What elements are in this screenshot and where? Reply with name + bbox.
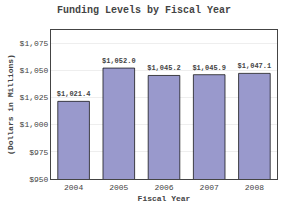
svg-text:2008: 2008 [245,183,264,192]
svg-text:$1,052.0: $1,052.0 [102,57,136,65]
svg-text:$1,000: $1,000 [20,120,49,129]
svg-text:Fiscal Year: Fiscal Year [138,194,191,203]
svg-text:(Dollars in Millions): (Dollars in Millions) [6,54,15,155]
svg-text:2005: 2005 [109,183,128,192]
svg-text:$1,050: $1,050 [20,66,49,75]
svg-text:$1,045.9: $1,045.9 [192,64,226,72]
svg-text:Funding Levels by Fiscal Year: Funding Levels by Fiscal Year [57,5,231,16]
svg-text:2004: 2004 [64,183,83,192]
svg-text:$1,047.1: $1,047.1 [238,62,272,70]
svg-text:$1,021.4: $1,021.4 [57,90,91,98]
svg-text:$975: $975 [29,148,48,157]
svg-text:$1,025: $1,025 [20,93,49,102]
svg-text:2007: 2007 [200,183,219,192]
svg-text:$1,075: $1,075 [20,39,49,48]
svg-text:2006: 2006 [154,183,173,192]
svg-text:$1,045.2: $1,045.2 [147,64,181,72]
svg-text:$950: $950 [29,175,48,184]
